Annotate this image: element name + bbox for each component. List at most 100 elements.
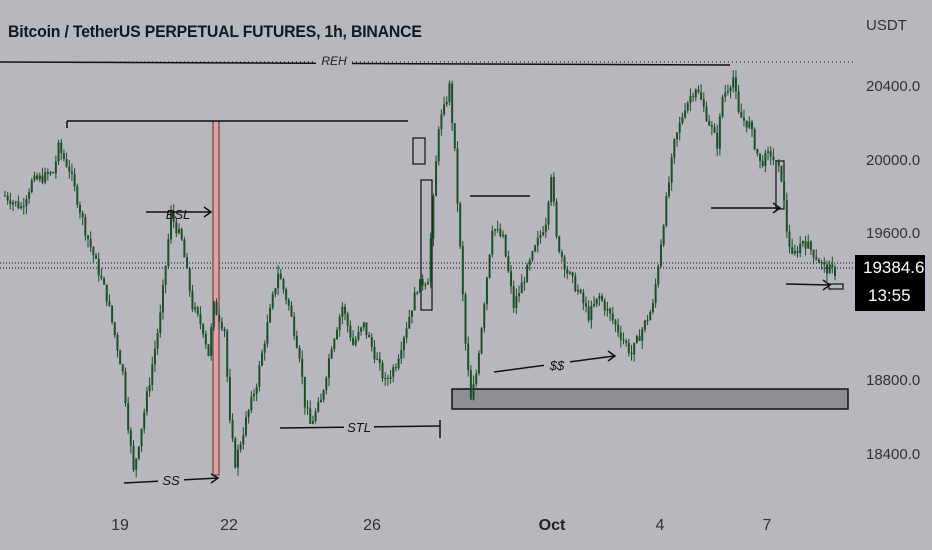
candle-body — [429, 238, 432, 283]
stl-label-bg — [344, 420, 374, 435]
candle-body — [212, 301, 215, 328]
candle-body — [692, 96, 695, 98]
candle-body — [151, 364, 154, 386]
candle-body — [298, 347, 301, 359]
candle-body — [188, 268, 191, 292]
candle-body — [33, 175, 36, 181]
candle-body — [427, 282, 430, 285]
final-line — [785, 283, 831, 286]
candle-body — [416, 292, 419, 294]
y-axis: 20400.0 20000.0 19600.0 18800.0 18400.0 — [866, 78, 920, 463]
candle-body — [721, 96, 724, 117]
candle-body — [472, 384, 475, 400]
candle-body — [89, 238, 92, 248]
candle-body — [239, 444, 242, 450]
candle-body — [199, 313, 202, 325]
candle-body — [552, 177, 555, 202]
candle-body — [183, 239, 186, 258]
candle-body — [518, 293, 521, 297]
candle-body — [724, 92, 727, 97]
candle-body — [651, 303, 654, 313]
candle-body — [635, 336, 638, 343]
candle-body — [702, 99, 705, 107]
candle-body — [44, 171, 47, 183]
candle-body — [170, 211, 172, 240]
candle-body — [681, 117, 684, 123]
candle-body — [745, 120, 748, 128]
candle-body — [231, 420, 234, 439]
candle-body — [218, 315, 221, 322]
candle-body — [36, 175, 39, 180]
candle-body — [665, 196, 668, 226]
candle-body — [410, 310, 413, 317]
candle-body — [338, 316, 341, 330]
candle-body — [250, 396, 253, 411]
candles-layer — [4, 70, 836, 478]
candle-body — [783, 181, 786, 201]
candle-body — [676, 132, 679, 140]
candle-body — [330, 349, 333, 359]
candle-body — [22, 205, 25, 207]
candle-body — [274, 288, 277, 295]
candle-body — [207, 344, 210, 356]
candle-body — [4, 195, 6, 197]
reh-line — [0, 61, 731, 66]
candle-body — [523, 282, 526, 284]
candle-body — [132, 445, 135, 470]
candle-body — [408, 316, 411, 329]
candle-body — [105, 284, 108, 302]
candle-body — [547, 202, 550, 225]
candle-body — [293, 316, 296, 336]
candle-body — [68, 166, 71, 172]
candle-body — [775, 160, 778, 162]
candle-body — [175, 221, 178, 234]
candle-body — [116, 335, 119, 351]
candle-body — [694, 89, 697, 98]
candle-body — [459, 203, 462, 247]
candle-body — [491, 230, 494, 255]
candle-body — [777, 161, 780, 166]
demand-zone-box — [451, 388, 849, 410]
candle-body — [386, 377, 389, 379]
bsl-label: BSL — [166, 207, 191, 222]
candle-body — [729, 87, 732, 91]
candle-body — [662, 225, 665, 245]
range-box-lower — [420, 179, 433, 311]
candle-body — [62, 153, 65, 159]
candle-body — [253, 394, 255, 397]
chart-title: Bitcoin / TetherUS PERPETUAL FUTURES, 1h… — [8, 22, 422, 41]
candle-body — [204, 333, 207, 345]
candle-body — [761, 160, 764, 166]
candle-body — [180, 229, 183, 240]
candle-body — [617, 324, 620, 333]
candle-body — [748, 121, 751, 128]
y-tick-label: 20000.0 — [866, 152, 920, 169]
candle-body — [421, 279, 424, 286]
candle-body — [215, 301, 218, 316]
candle-body — [148, 385, 151, 392]
candle-body — [52, 172, 55, 174]
candle-body — [558, 236, 561, 252]
candle-body — [113, 322, 116, 336]
candle-body — [220, 321, 223, 329]
candle-body — [507, 256, 510, 272]
candle-body — [30, 180, 33, 192]
candle-body — [234, 438, 237, 468]
candle-body — [678, 122, 681, 133]
candle-body — [100, 275, 103, 279]
candle-body — [97, 258, 100, 276]
candle-body — [413, 292, 416, 311]
candle-body — [319, 399, 322, 403]
candle-body — [609, 308, 612, 314]
candle-body — [579, 290, 582, 293]
candle-body — [815, 257, 818, 260]
candle-body — [143, 411, 146, 429]
candle-body — [322, 390, 325, 400]
candle-body — [566, 269, 569, 274]
candle-body — [780, 165, 783, 182]
candle-body — [668, 182, 670, 197]
candle-body — [261, 352, 264, 366]
candle-body — [172, 211, 175, 222]
reh-label-bg — [316, 54, 352, 68]
